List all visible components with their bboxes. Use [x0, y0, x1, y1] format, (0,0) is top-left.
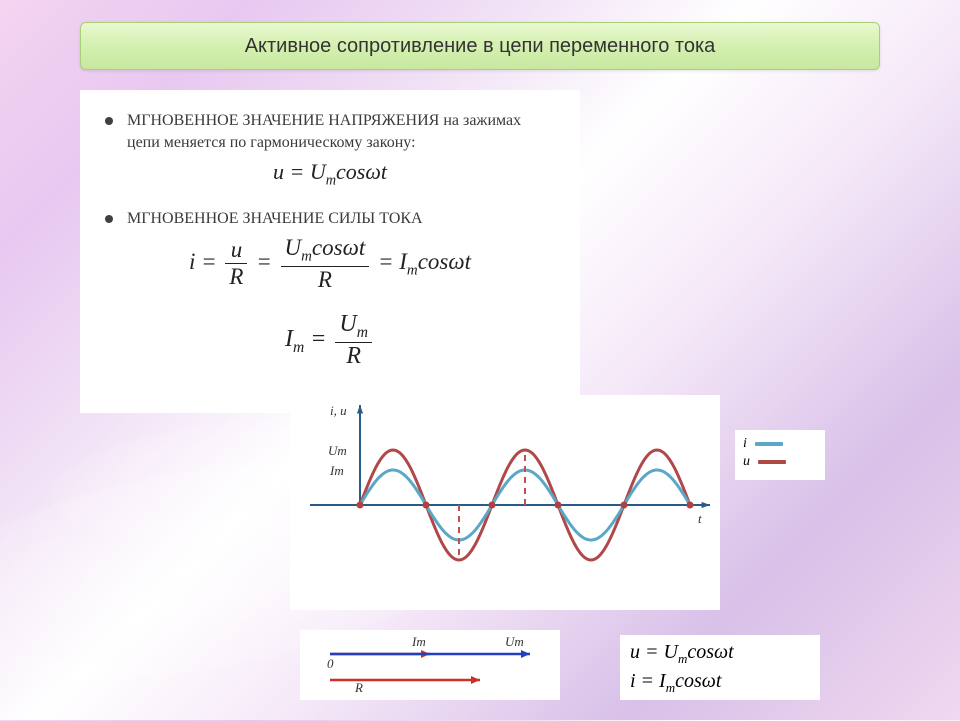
formula-text: i = — [189, 249, 222, 274]
bullet-text: МГНОВЕННОЕ ЗНАЧЕНИЕ СИЛЫ ТОКА — [127, 208, 423, 230]
legend-swatch-u — [758, 460, 786, 464]
chart-svg: i, u Um Im t — [290, 395, 720, 610]
formula-text: I — [399, 249, 407, 274]
svg-text:i, u: i, u — [330, 403, 347, 418]
numerator: Umcosωt — [281, 235, 370, 267]
formula-i: i = uR = UmcosωtR = Imcosωt — [105, 235, 555, 293]
formula-u-br: u = Umcosωt — [630, 639, 810, 668]
subscript: m — [407, 263, 418, 279]
bullet-text: МГНОВЕННОЕ ЗНАЧЕНИЕ НАПРЯЖЕНИЯ на зажима… — [127, 110, 555, 153]
svg-text:Im: Im — [329, 463, 344, 478]
waveform-chart: i, u Um Im t — [290, 395, 720, 610]
denominator: R — [225, 264, 247, 290]
bullet-voltage: МГНОВЕННОЕ ЗНАЧЕНИЕ НАПРЯЖЕНИЯ на зажима… — [105, 110, 555, 153]
formula-i-br: i = Imcosωt — [630, 668, 810, 697]
bullet-dot — [105, 215, 113, 223]
chart-legend: i u — [735, 430, 825, 480]
legend-item-u: u — [743, 454, 817, 470]
legend-label: i — [743, 436, 747, 452]
fraction: UmR — [335, 311, 372, 370]
formula-text: I — [285, 326, 293, 352]
formula-text: u = U — [273, 159, 326, 184]
bullet-current: МГНОВЕННОЕ ЗНАЧЕНИЕ СИЛЫ ТОКА — [105, 208, 555, 230]
slide-title: Активное сопротивление в цепи переменног… — [80, 22, 880, 70]
legend-label: u — [743, 454, 750, 470]
fraction: UmcosωtR — [281, 235, 370, 293]
numerator: u — [225, 237, 247, 264]
formula-text: cosωt — [336, 159, 387, 184]
legend-item-i: i — [743, 436, 817, 452]
phasor-diagram: Im Um 0 R — [300, 630, 560, 700]
svg-text:t: t — [698, 511, 702, 526]
svg-text:Im: Im — [411, 634, 426, 649]
vector-svg: Im Um 0 R — [300, 630, 560, 700]
fraction: uR — [225, 237, 247, 290]
denominator: R — [281, 267, 370, 293]
bullet-dot — [105, 117, 113, 125]
formula-u: u = Umcosωt — [105, 159, 555, 189]
denominator: R — [335, 343, 372, 370]
subscript: m — [293, 338, 304, 355]
content-panel: МГНОВЕННОЕ ЗНАЧЕНИЕ НАПРЯЖЕНИЯ на зажима… — [80, 90, 580, 413]
formula-Im: Im = UmR — [105, 311, 555, 370]
svg-text:0: 0 — [327, 656, 334, 671]
numerator: Um — [335, 311, 372, 343]
svg-text:R: R — [354, 680, 363, 695]
svg-text:Um: Um — [505, 634, 524, 649]
subscript: m — [326, 173, 336, 189]
bottom-right-formulas: u = Umcosωt i = Imcosωt — [620, 635, 820, 700]
svg-text:Um: Um — [328, 443, 347, 458]
formula-text: cosωt — [418, 249, 471, 274]
legend-swatch-i — [755, 442, 783, 446]
